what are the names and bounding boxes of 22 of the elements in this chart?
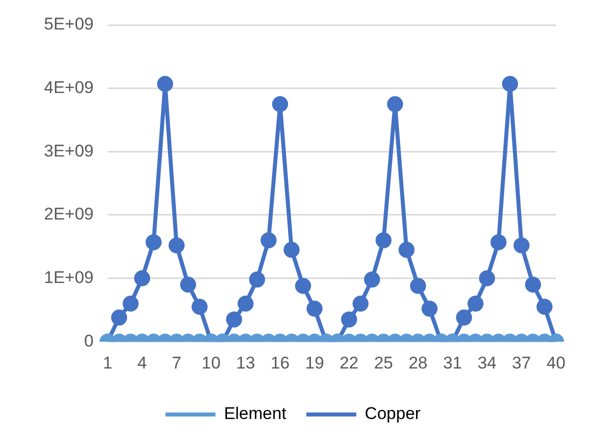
y-tick-label: 4E+09 (44, 78, 94, 98)
x-tick-label: 7 (172, 353, 182, 372)
x-tick-label: 13 (236, 353, 256, 372)
y-tick-label: 5E+09 (44, 14, 94, 34)
x-tick-label: 28 (408, 353, 428, 372)
y-tick-label: 0 (84, 331, 94, 350)
y-tick-label: 3E+09 (44, 141, 94, 160)
x-tick-label: 22 (340, 353, 359, 372)
x-tick-label: 37 (512, 353, 531, 372)
x-tick-label: 19 (305, 353, 324, 372)
x-tick-label: 34 (478, 353, 496, 372)
y-tick-label: 1E+09 (44, 268, 94, 287)
legend-label: Copper (364, 404, 421, 424)
x-tick-label: 31 (443, 353, 462, 372)
y-tick-label: 2E+09 (44, 204, 94, 224)
x-tick-label: 40 (546, 353, 566, 372)
x-tick-label: 10 (202, 353, 221, 372)
x-tick-label: 4 (137, 353, 147, 372)
x-tick-label: 1 (102, 353, 112, 372)
x-tick-label: 16 (270, 353, 290, 372)
legend-label: Element (224, 404, 287, 424)
x-tick-label: 25 (374, 353, 394, 372)
